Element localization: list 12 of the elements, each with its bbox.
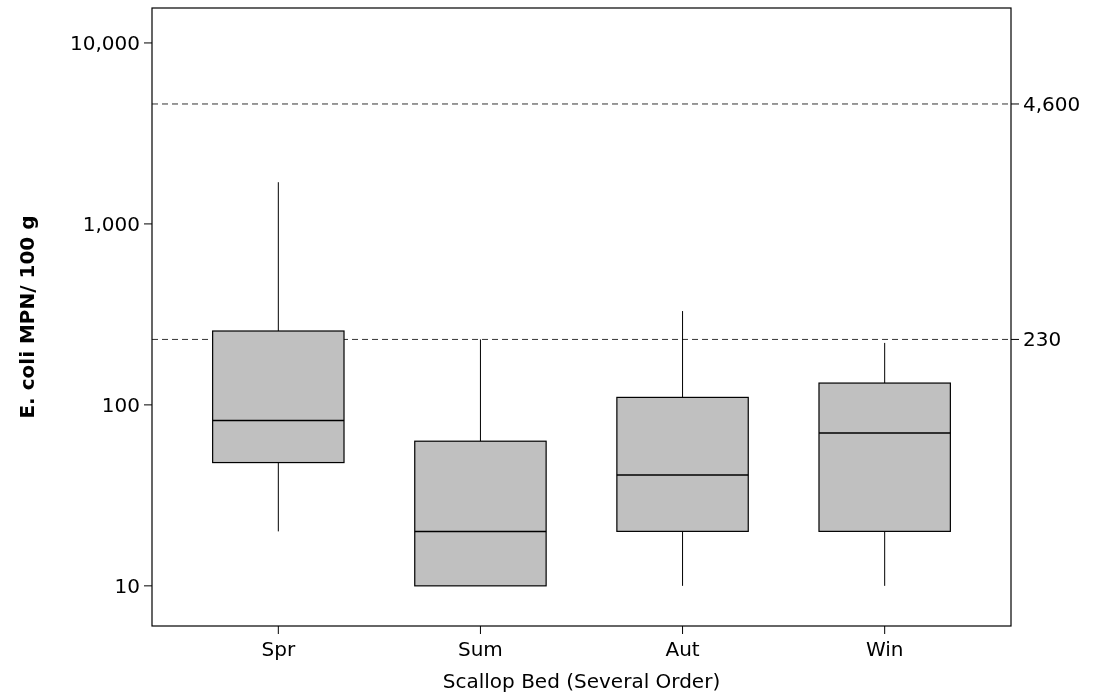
x-tick-label: Spr	[261, 637, 296, 661]
x-tick-label: Win	[865, 637, 904, 661]
x-tick-label: Sum	[458, 637, 503, 661]
x-axis-title: Scallop Bed (Several Order)	[442, 669, 721, 693]
y-tick-label: 100	[101, 392, 140, 417]
ref-line-label: 4,600	[1023, 91, 1081, 116]
ref-line-label: 230	[1023, 327, 1062, 352]
y-axis-title: E. coli MPN/ 100 g	[15, 215, 39, 419]
x-tick-label: Aut	[665, 637, 700, 661]
y-tick-label: 10,000	[70, 30, 140, 55]
y-tick-label: 1,000	[82, 211, 140, 236]
y-tick-label: 10	[114, 573, 140, 598]
